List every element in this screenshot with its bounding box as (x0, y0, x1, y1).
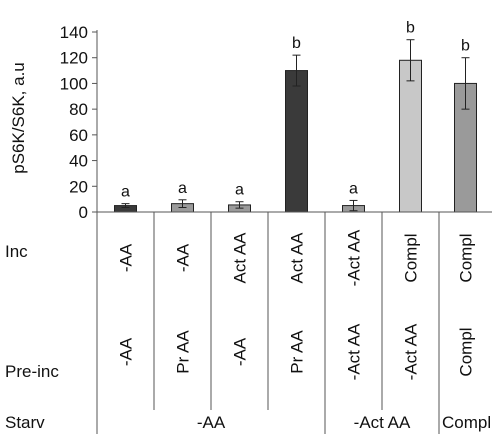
y-axis: 0 20 40 60 80 100 120 140 (60, 23, 98, 222)
bar (285, 70, 308, 213)
preinc-cell-label: -Act AA (345, 323, 364, 380)
y-axis-label: pS6K/S6K, a.u (9, 62, 28, 174)
y-tick-label: 80 (69, 100, 88, 119)
row-label-inc: Inc (5, 242, 28, 261)
preinc-cell-label: Pr AA (174, 330, 193, 374)
significance-letter: b (292, 35, 301, 52)
preinc-cell-label: -AA (231, 337, 250, 366)
y-tick-label: 140 (60, 23, 88, 42)
inc-cell-label: Act AA (288, 232, 307, 284)
significance-letter: a (121, 184, 130, 201)
inc-cell-label: -Act AA (345, 229, 364, 286)
y-tick-label: 40 (69, 152, 88, 171)
starv-group-label: -Act AA (354, 413, 411, 432)
inc-cell-label: Compl (402, 233, 421, 282)
condition-table: Inc Pre-inc Starv -AA -AA Act AA Act AA -Act AA… (5, 211, 492, 434)
significance-letter: a (178, 180, 187, 197)
preinc-cell-label: Pr AA (288, 330, 307, 374)
bar (399, 59, 422, 213)
inc-cell-label: Act AA (231, 232, 250, 284)
starv-group-label: Compl (442, 413, 491, 432)
y-tick-label: 120 (60, 49, 88, 68)
row-label-preinc: Pre-inc (5, 362, 59, 381)
y-tick-label: 20 (69, 177, 88, 196)
preinc-cell-label: -AA (117, 337, 136, 366)
preinc-cell-label: -Act AA (402, 323, 421, 380)
significance-letter: a (235, 182, 244, 199)
y-tick-label: 0 (79, 203, 88, 222)
bars: a a a b a b b (114, 20, 477, 213)
inc-cell-label: Compl (457, 233, 476, 282)
significance-letter: a (349, 180, 358, 197)
inc-cell-label: -AA (117, 243, 136, 272)
row-label-starv: Starv (5, 413, 45, 432)
y-tick-label: 60 (69, 126, 88, 145)
y-tick-label: 100 (60, 74, 88, 93)
significance-letter: b (406, 20, 415, 37)
significance-letter: b (461, 38, 470, 55)
preinc-cell-label: Compl (457, 327, 476, 376)
inc-cell-label: -AA (174, 243, 193, 272)
starv-group-label: -AA (197, 413, 226, 432)
